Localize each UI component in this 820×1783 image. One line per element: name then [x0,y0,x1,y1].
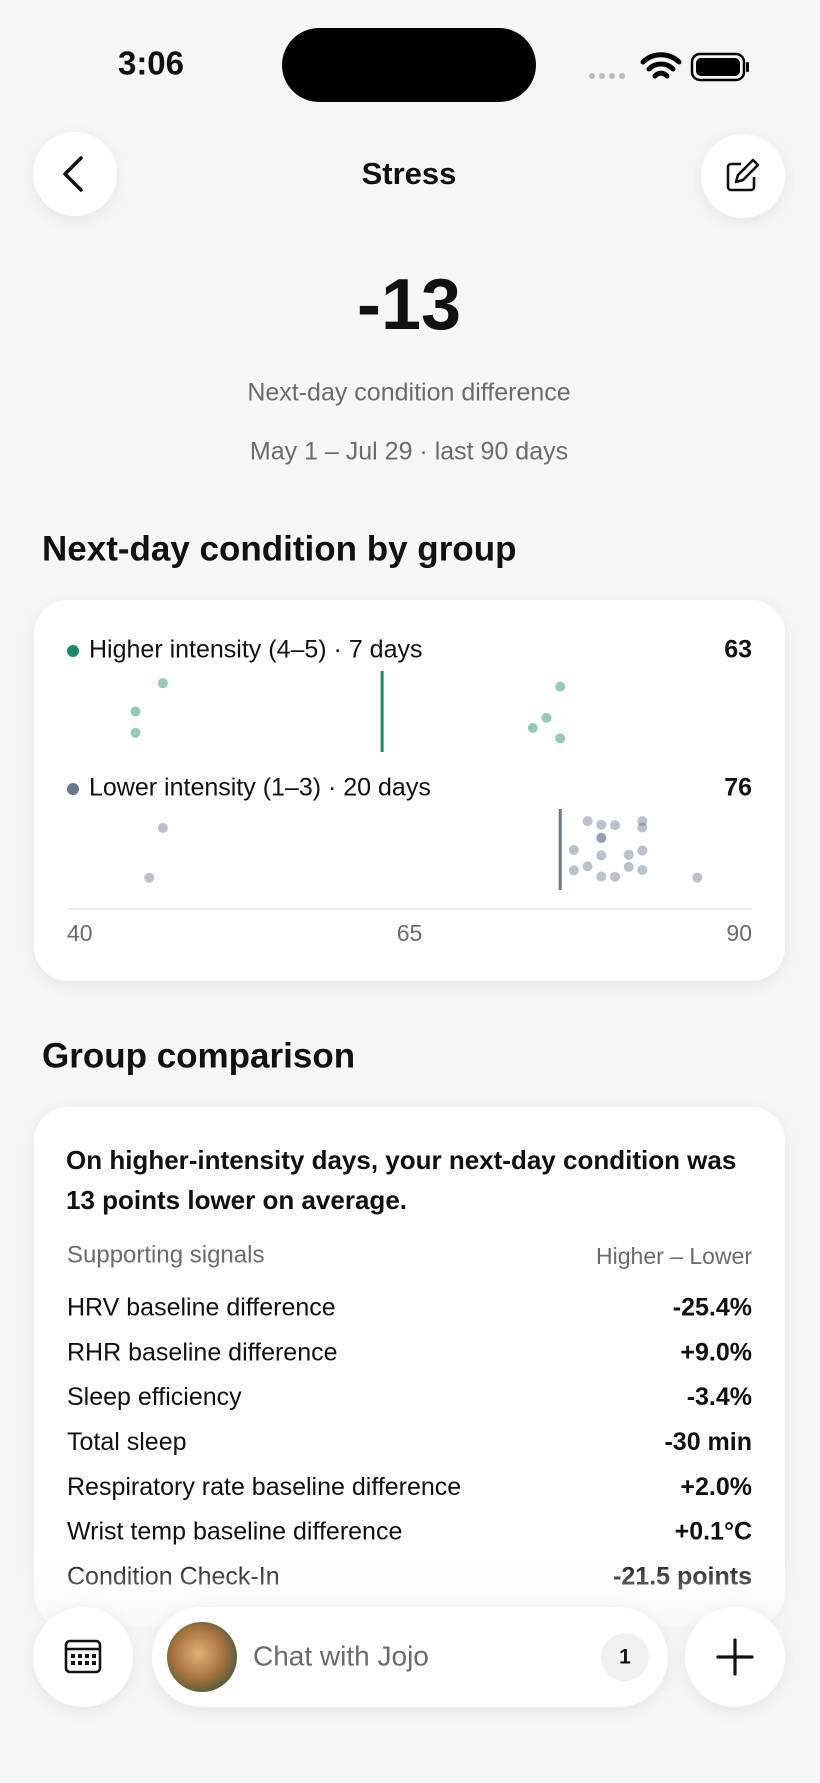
row-value: -25.4% [673,1294,752,1322]
data-point [568,865,579,876]
data-point [637,816,648,827]
data-point [596,871,607,882]
data-point [157,678,168,689]
group-mean-label: 76 [724,774,752,802]
comparison-headline: On higher-intensity days, your next-day … [66,1145,737,1215]
legend-label: Higher intensity (4–5) · 7 days [89,636,422,664]
data-point [623,861,634,872]
page-title: Stress [362,156,457,191]
data-point [596,832,607,843]
summary-period: May 1 – Jul 29 · last 90 days [250,438,568,466]
data-point [610,820,620,831]
data-point [568,844,579,855]
data-point [596,819,607,830]
row-label: Sleep efficiency [67,1383,242,1411]
data-point [144,872,155,883]
legend-dot [67,645,79,657]
row-value: +2.0% [680,1473,752,1501]
legend-dot [67,783,79,795]
data-point [637,864,648,875]
back-button[interactable] [33,132,117,216]
x-tick-label: 90 [726,920,752,946]
row-label: Respiratory rate baseline difference [67,1473,461,1501]
data-point [637,845,648,856]
headline-box: On higher-intensity days, your next-day … [66,1145,737,1215]
dynamic-island [282,28,536,102]
badge: 1 [619,1646,631,1669]
strip-plot: 40 65 90 Higher intensity (4–5) · 7 days 63 L… [67,636,752,946]
data-point [527,722,538,733]
chart-title: Next-day condition by group [42,529,516,568]
battery-icon [690,52,749,82]
data-point [555,733,566,744]
avatar [167,1622,237,1692]
row-label: Total sleep [67,1428,187,1456]
row-value: -30 min [664,1428,752,1456]
data-point [623,849,634,860]
x-tick-label: 65 [397,920,423,946]
row-label: Wrist temp baseline difference [67,1518,402,1546]
chart-card [34,600,785,981]
calendar-button[interactable] [33,1607,133,1707]
column-header: Supporting signals [67,1241,264,1268]
x-tick-label: 40 [67,920,93,946]
data-point [596,833,607,844]
column-header: Higher – Lower [596,1243,752,1269]
data-point [596,850,607,861]
row-label: HRV baseline difference [67,1294,336,1322]
signal-icon [589,73,625,79]
data-point [541,712,552,723]
data-point [582,816,593,827]
data-point [610,871,620,882]
summary-value: -13 [357,265,461,345]
section-title: Group comparison [42,1036,355,1075]
row-label: RHR baseline difference [67,1338,338,1366]
wifi-icon [640,52,682,79]
data-point [130,727,141,738]
data-point [555,681,566,692]
group-mean-label: 63 [724,636,752,664]
legend-label: Lower intensity (1–3) · 20 days [89,774,431,802]
row-value: +0.1°C [675,1518,752,1546]
data-point [157,822,168,833]
edit-button[interactable] [701,134,785,218]
chat-placeholder: Chat with Jojo [253,1640,429,1671]
data-point [130,706,141,717]
comparison-card [34,1107,785,1627]
row-value: -3.4% [687,1383,752,1411]
summary-label: Next-day condition difference [247,379,570,407]
add-button[interactable] [685,1607,785,1707]
row-value: +9.0% [680,1338,752,1366]
chat-input[interactable]: Chat with Jojo 1 [152,1607,668,1707]
data-point [692,872,703,883]
status-time: 3:06 [118,45,184,82]
data-point [582,861,593,872]
data-point [637,822,648,833]
